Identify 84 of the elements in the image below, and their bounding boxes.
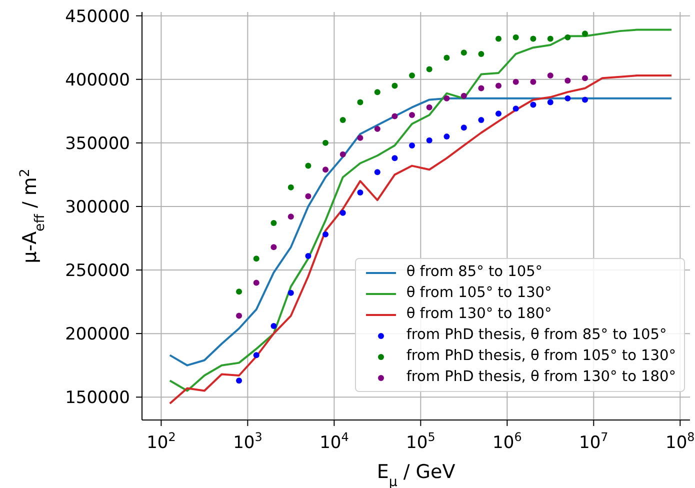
point (564, 34, 571, 40)
point (495, 110, 502, 117)
legend-label: from PhD thesis, θ from 85° to 105° (406, 326, 667, 345)
x-tick-label: 10$^{6}$ (492, 430, 522, 453)
point (322, 166, 329, 173)
y-tick-label: 400000 (65, 70, 130, 90)
point (564, 78, 571, 84)
point (357, 134, 364, 141)
point (392, 155, 398, 162)
point (374, 126, 380, 132)
point (357, 189, 364, 196)
point (426, 66, 432, 72)
point (253, 280, 260, 286)
point (582, 30, 588, 37)
legend-label: from PhD thesis, θ from 105° to 130° (406, 347, 676, 366)
point (322, 231, 329, 238)
point (270, 244, 277, 250)
point (564, 95, 571, 102)
point (547, 99, 554, 106)
y-tick-label: 350000 (65, 134, 130, 154)
legend-label: from PhD thesis, θ from 130° to 180° (406, 368, 676, 387)
point (270, 220, 277, 226)
point (530, 102, 536, 108)
y-tick-label: 250000 (65, 261, 130, 282)
point (392, 113, 398, 120)
point (409, 112, 415, 118)
point (253, 352, 260, 358)
point (495, 82, 502, 89)
point (253, 256, 260, 262)
point (444, 134, 450, 140)
point (322, 140, 329, 146)
point (478, 117, 484, 124)
x-tick-label: 10$^{8}$ (666, 430, 695, 453)
y-tick-label: 150000 (65, 388, 130, 408)
point (547, 72, 554, 79)
point (236, 312, 242, 319)
point (530, 78, 536, 85)
x-tick-label: 10$^{7}$ (579, 430, 608, 453)
point (392, 82, 398, 89)
point (305, 162, 312, 169)
point (512, 34, 519, 40)
point (460, 92, 467, 99)
point (444, 54, 450, 61)
point (495, 36, 502, 42)
point (460, 124, 467, 131)
point (547, 36, 554, 42)
point (478, 85, 484, 92)
x-axis-title: E$_{μ}$ / GeV (376, 461, 456, 488)
y-tick-label: 450000 (65, 6, 130, 27)
point (512, 78, 519, 85)
point (444, 95, 450, 102)
x-tick-label: 10$^{5}$ (406, 430, 436, 453)
point (460, 50, 467, 56)
point (340, 151, 346, 158)
point (512, 106, 519, 112)
x-tick-label: 10$^{3}$ (233, 430, 262, 453)
point (582, 96, 588, 103)
point (340, 117, 346, 124)
x-tick-label: 10$^{2}$ (146, 430, 176, 453)
point (478, 50, 484, 57)
point (582, 75, 588, 82)
point (409, 72, 415, 79)
point (357, 99, 364, 106)
legend-label: θ from 130° to 180° (406, 305, 552, 324)
point (374, 89, 380, 96)
point (409, 142, 415, 148)
point (426, 104, 432, 110)
point (340, 210, 346, 216)
point (288, 290, 294, 296)
point (236, 288, 242, 295)
legend-label: θ from 105° to 130° (406, 284, 552, 303)
legend-label: θ from 85° to 105° (406, 263, 543, 282)
point (374, 169, 380, 176)
point (288, 214, 294, 220)
point (270, 322, 277, 329)
point (530, 36, 536, 42)
point (305, 193, 312, 200)
point (305, 253, 312, 260)
x-tick-label: 10$^{4}$ (320, 430, 349, 453)
y-tick-label: 300000 (65, 197, 130, 218)
point (426, 137, 432, 144)
point (288, 184, 294, 190)
y-tick-label: 200000 (65, 324, 130, 345)
point (236, 378, 242, 384)
